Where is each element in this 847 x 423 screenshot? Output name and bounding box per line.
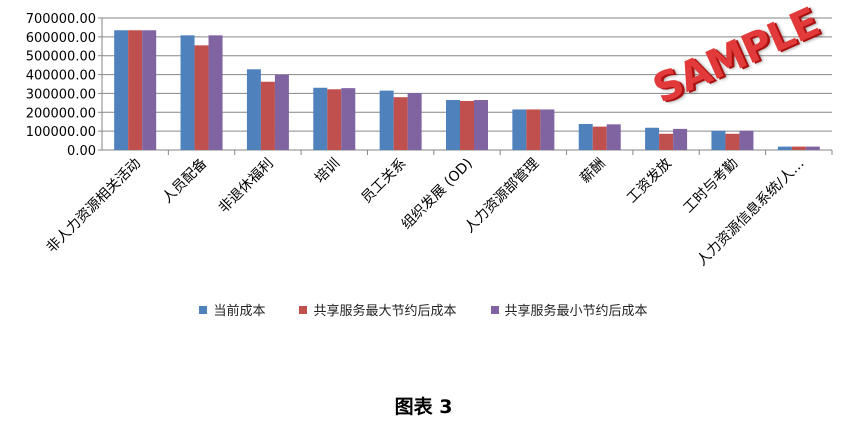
bar (739, 130, 754, 150)
y-tick-label: 200000.00 (26, 106, 96, 121)
bar (128, 30, 143, 151)
x-tick-label: 员工关系 (359, 156, 410, 207)
legend-item-min-saving-cost: 共享服务最小节约后成本 (490, 300, 648, 319)
bar (540, 109, 555, 150)
bar (460, 100, 474, 150)
bar (592, 126, 607, 150)
bar (208, 35, 223, 150)
legend-swatch-current-cost (199, 305, 208, 314)
x-tick-label: 培训 (312, 156, 343, 187)
bar (313, 87, 328, 150)
bar (474, 100, 488, 150)
legend-label: 当前成本 (213, 304, 266, 319)
bar (246, 69, 261, 150)
legend: 当前成本 共享服务最大节约后成本 共享服务最小节约后成本 (0, 300, 847, 319)
bar (791, 146, 806, 150)
y-tick-label: 700000.00 (26, 12, 96, 27)
x-tick-label: 人员配备 (159, 155, 211, 207)
x-tick-label: 工资发放 (624, 156, 675, 207)
bar (142, 30, 157, 151)
x-tick-label: 非人力资源相关活动 (44, 156, 144, 256)
bar (711, 130, 726, 150)
legend-item-max-saving-cost: 共享服务最大节约后成本 (299, 300, 457, 319)
x-tick-label: 非退休福利 (216, 156, 277, 217)
bar (512, 109, 527, 150)
bar (805, 146, 820, 150)
bar (393, 97, 408, 150)
bar (446, 100, 460, 150)
bar (725, 133, 740, 150)
y-tick-label: 100000.00 (26, 125, 96, 140)
x-tick-label: 工时与考勤 (680, 156, 741, 217)
y-tick-label: 400000.00 (26, 69, 96, 84)
bar (777, 146, 792, 150)
legend-label: 共享服务最小节约后成本 (504, 304, 648, 319)
y-tick-label: 500000.00 (26, 50, 96, 65)
legend-swatch-max-saving-cost (299, 305, 308, 314)
x-tick-label: 薪酬 (577, 156, 608, 187)
bar (379, 90, 394, 150)
bar (526, 109, 541, 150)
legend-label: 共享服务最大节约后成本 (313, 304, 457, 319)
bar-chart: 0.00 100000.00 200000.00 300000.00 400000.00… (26, 12, 833, 269)
bar (194, 45, 209, 150)
legend-swatch-min-saving-cost (490, 305, 499, 314)
bar (407, 93, 422, 150)
bar (114, 30, 129, 151)
y-tick-label: 600000.00 (26, 31, 96, 46)
bar (578, 123, 593, 150)
bar (327, 89, 342, 150)
bar (341, 88, 356, 150)
legend-item-current-cost: 当前成本 (199, 300, 265, 319)
x-tick-label: 人力资源信息系统/人… (693, 155, 807, 269)
bar (659, 133, 674, 150)
bar (274, 74, 289, 150)
figure-caption: 图表 3 (394, 396, 453, 418)
bar (606, 124, 621, 150)
bar (673, 128, 688, 150)
bar (645, 127, 660, 150)
bar (180, 35, 195, 150)
y-tick-label: 300000.00 (26, 87, 96, 102)
y-tick-label: 0.00 (67, 144, 96, 159)
bar (260, 81, 275, 150)
